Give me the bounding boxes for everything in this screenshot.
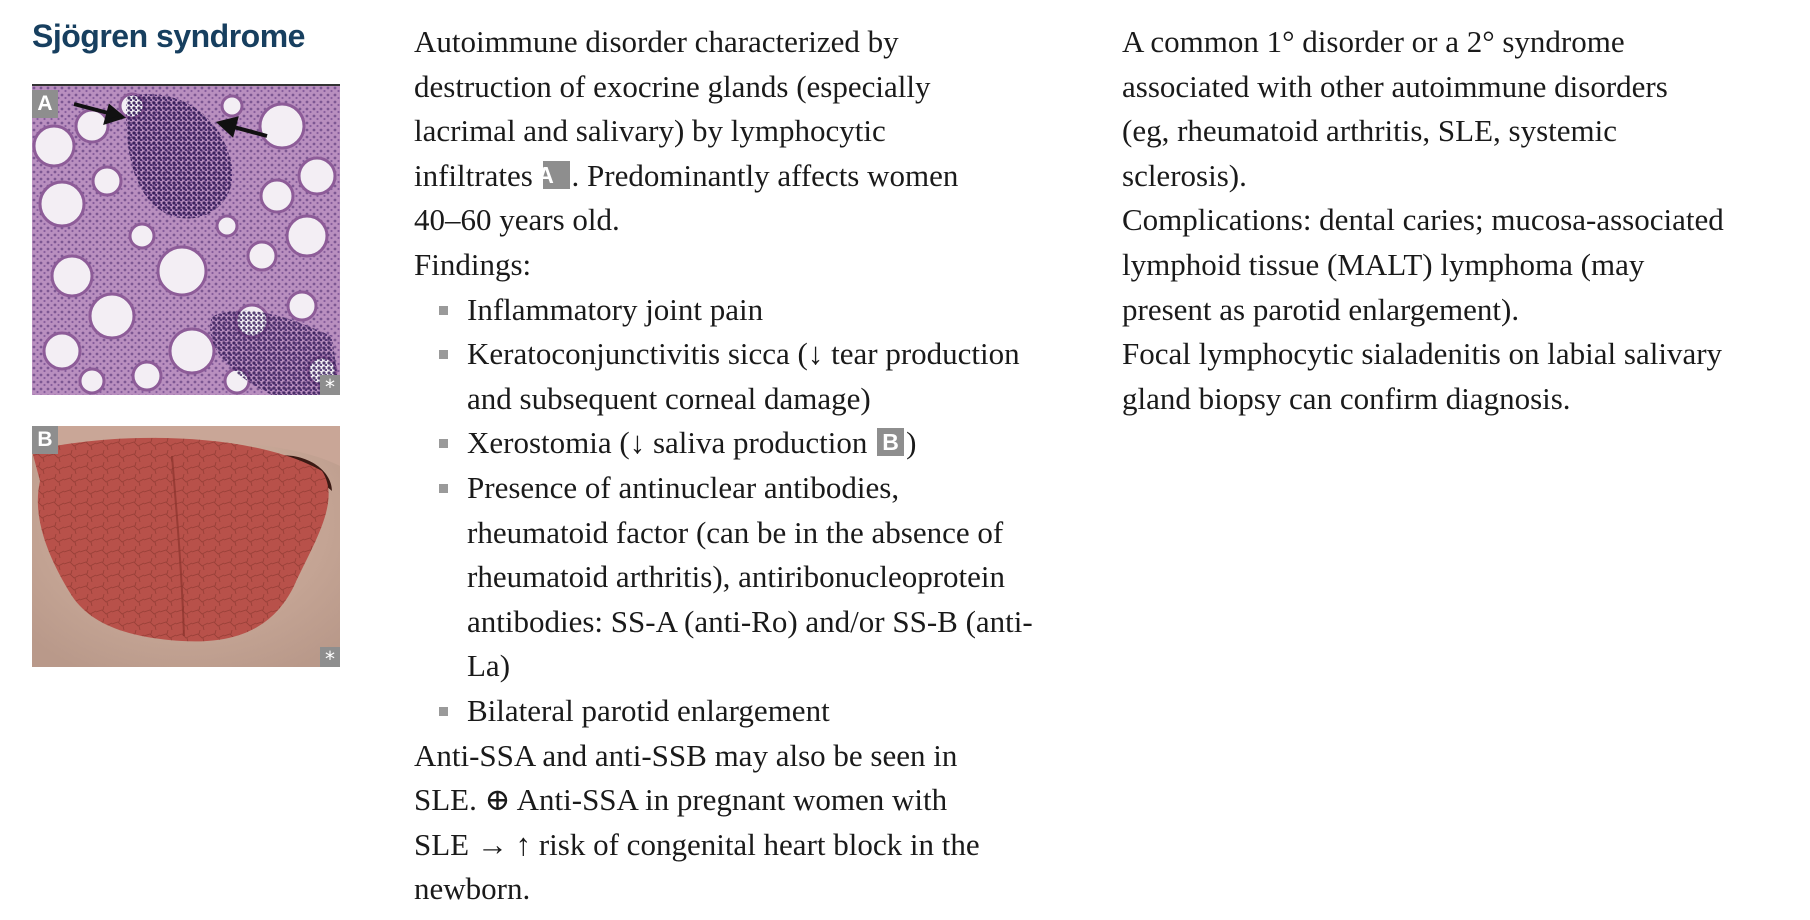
bullet-icon [439,706,448,716]
bullet-icon [439,483,448,493]
text-line: A common 1° disorder or a 2° syndrome [1122,24,1625,59]
findings-heading: Findings: [414,246,532,282]
text-line: gland biopsy can confirm diagnosis. [1122,380,1571,416]
anti-ssa-paragraph: Anti-SSA and anti-SSB may also be seen i… [414,734,1114,912]
main-description-column: Autoimmune disorder characterized by des… [414,20,1114,912]
finding-item: Presence of antinuclear antibodies, rheu… [414,466,1114,689]
text-line: lacrimal and salivary) by lymphocytic [414,113,886,149]
tongue-illustration [32,426,340,667]
figure-a-label: A [32,90,58,118]
text-line: Anti-SSA and anti-SSB may also be seen i… [414,737,958,773]
text-line: Autoimmune disorder characterized by [414,24,899,59]
asterisk-icon: * [320,375,340,395]
finding-item: Bilateral parotid enlargement [414,689,1114,734]
text-line: SLE → ↑ risk of congenital heart block i… [414,826,980,862]
dry-tongue-image: B * [32,426,340,667]
text-line: infiltrates A. Predominantly affects wom… [414,157,959,193]
finding-item: Xerostomia (↓ saliva production B) [414,421,1114,466]
finding-item: Inflammatory joint pain [414,288,1114,333]
text-line: associated with other autoimmune disorde… [1122,68,1668,104]
figure-b-reference: B [877,428,905,457]
bullet-icon [439,305,448,315]
bullet-icon [439,439,448,449]
histology-image: A * [32,84,340,395]
text-line: destruction of exocrine glands (especial… [414,68,931,104]
diagnosis-paragraph: Focal lymphocytic sialadenitis on labial… [1122,332,1808,421]
text-line: SLE. ⊕ Anti-SSA in pregnant women with [414,782,948,818]
asterisk-icon: * [320,647,340,667]
page-title: Sjögren syndrome [32,18,305,54]
text-line: Focal lymphocytic sialadenitis on labial… [1122,336,1723,372]
text-line: 40–60 years old. [414,202,620,238]
figure-a-reference: A [537,160,570,189]
intro-paragraph: Autoimmune disorder characterized by des… [414,20,1114,243]
finding-item: Keratoconjunctivitis sicca (↓ tear produ… [414,332,1114,421]
complications-paragraph: Complications: dental caries; mucosa-ass… [1122,198,1808,332]
text-line: lymphoid tissue (MALT) lymphoma (may [1122,246,1645,282]
histology-illustration [32,86,340,395]
text-line: present as parotid enlargement). [1122,291,1520,327]
bullet-icon [439,350,448,360]
text-line: sclerosis). [1122,157,1247,193]
figure-b-label: B [32,426,58,454]
secondary-description-column: A common 1° disorder or a 2° syndrome as… [1122,20,1808,421]
classification-paragraph: A common 1° disorder or a 2° syndrome as… [1122,20,1808,198]
text-line: (eg, rheumatoid arthritis, SLE, systemic [1122,113,1618,149]
text-line: Complications: dental caries; mucosa-ass… [1122,202,1724,238]
text-line: newborn. [414,871,531,907]
